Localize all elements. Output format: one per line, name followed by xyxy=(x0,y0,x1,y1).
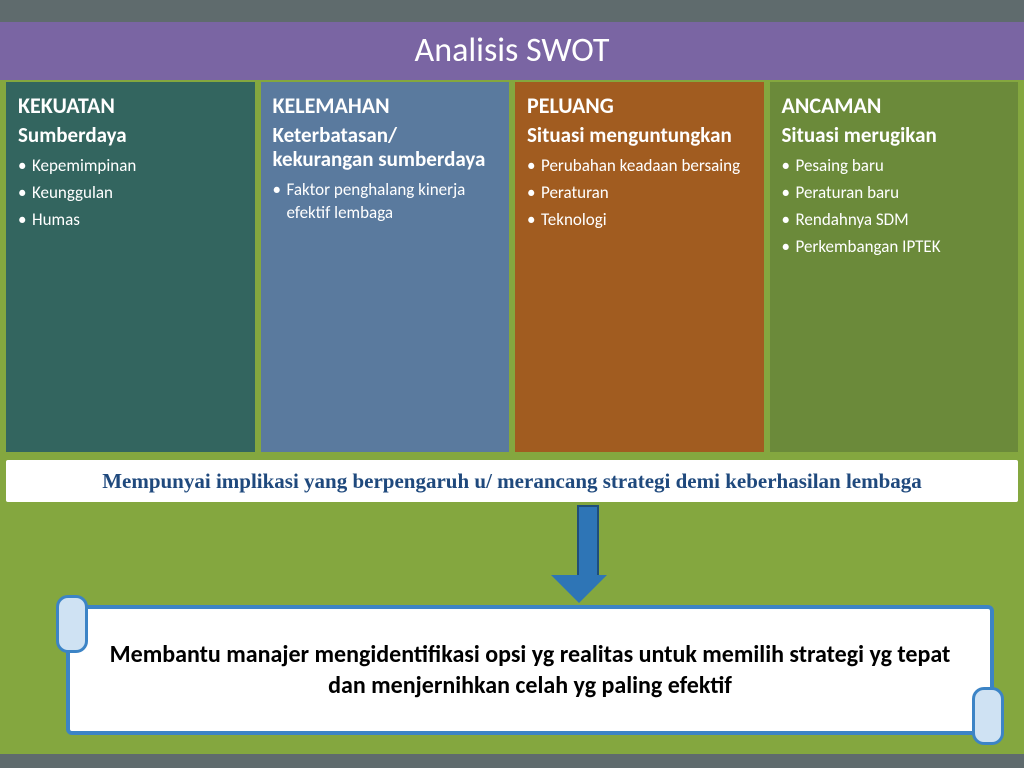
page-title: Analisis SWOT xyxy=(0,22,1024,80)
list-item: Keunggulan xyxy=(18,182,243,205)
implication-bar: Mempunyai implikasi yang berpengaruh u/ … xyxy=(6,460,1018,502)
swot-col-subtitle: Situasi merugikan xyxy=(782,123,1007,147)
conclusion-text: Membantu manajer mengidentifikasi opsi y… xyxy=(100,639,960,701)
list-item: Rendahnya SDM xyxy=(782,209,1007,232)
swot-col-subtitle: Keterbatasan/ kekurangan sumberdaya xyxy=(273,123,498,171)
list-item: Peraturan baru xyxy=(782,182,1007,205)
swot-col-subtitle: Sumberdaya xyxy=(18,123,243,147)
swot-col-title: KELEMAHAN xyxy=(273,92,498,119)
top-strip xyxy=(0,0,1024,22)
swot-column-1: KELEMAHAN Keterbatasan/ kekurangan sumber… xyxy=(261,82,510,452)
list-item: Peraturan xyxy=(527,182,752,205)
list-item: Perubahan keadaan bersaing xyxy=(527,155,752,178)
swot-col-list: Perubahan keadaan bersaing Peraturan Tekno… xyxy=(527,155,752,232)
slide: Analisis SWOT KEKUATAN Sumberdaya Kepemimp… xyxy=(0,0,1024,768)
swot-column-2: PELUANG Situasi menguntungkan Perubahan ke… xyxy=(515,82,764,452)
swot-col-title: ANCAMAN xyxy=(782,92,1007,119)
swot-col-title: PELUANG xyxy=(527,92,752,119)
conclusion-scroll: Membantu manajer mengidentifikasi opsi y… xyxy=(66,605,994,735)
swot-column-0: KEKUATAN Sumberdaya Kepemimpinan Keunggulan… xyxy=(6,82,255,452)
list-item: Kepemimpinan xyxy=(18,155,243,178)
swot-col-title: KEKUATAN xyxy=(18,92,243,119)
list-item: Perkembangan IPTEK xyxy=(782,236,1007,259)
down-arrow xyxy=(568,505,607,605)
swot-col-subtitle: Situasi menguntungkan xyxy=(527,123,752,147)
list-item: Faktor penghalang kinerja efektif lembag… xyxy=(273,179,498,225)
list-item: Pesaing baru xyxy=(782,155,1007,178)
swot-col-list: Pesaing baru Peraturan baru Rendahnya SDM P… xyxy=(782,155,1007,259)
bottom-strip xyxy=(0,754,1024,768)
list-item: Teknologi xyxy=(527,209,752,232)
swot-col-list: Kepemimpinan Keunggulan Humas xyxy=(18,155,243,232)
swot-col-list: Faktor penghalang kinerja efektif lembag… xyxy=(273,179,498,225)
list-item: Humas xyxy=(18,209,243,232)
swot-columns: KEKUATAN Sumberdaya Kepemimpinan Keunggulan… xyxy=(6,82,1018,452)
swot-column-3: ANCAMAN Situasi merugikan Pesaing baru Pera… xyxy=(770,82,1019,452)
